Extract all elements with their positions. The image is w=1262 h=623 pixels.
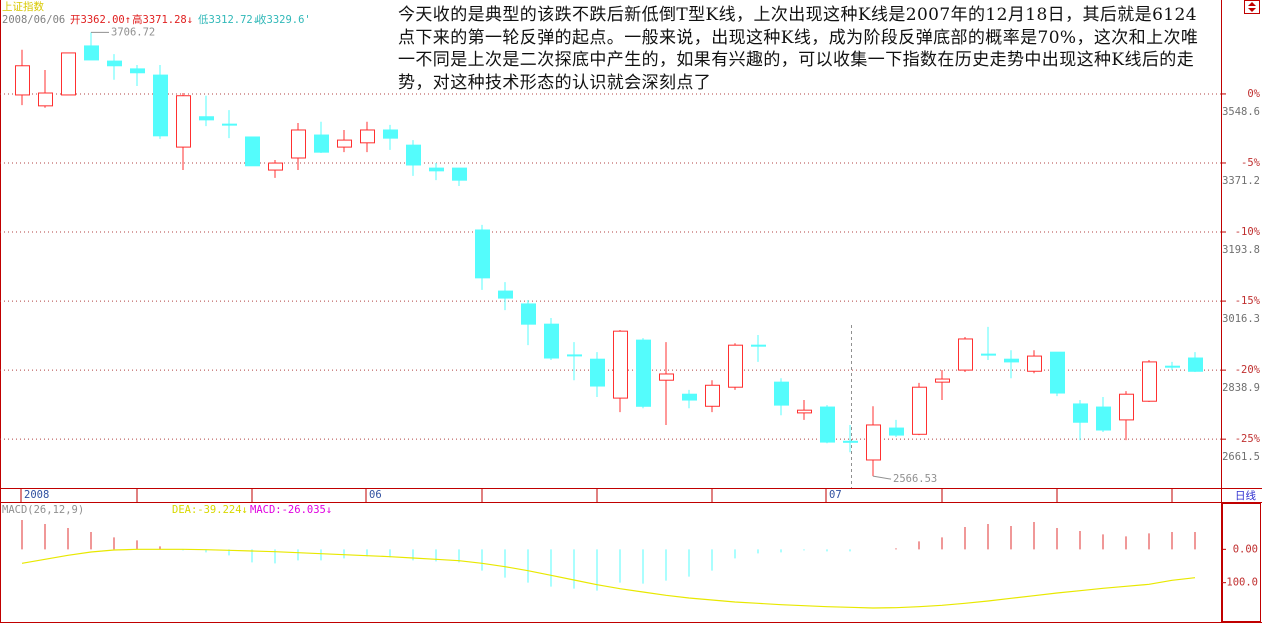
period-button[interactable]: 日线 [1235,489,1257,502]
low-annotation: 2566.53 [893,473,937,485]
candle-body [245,136,260,167]
candle-body [889,427,904,436]
candle-body [291,129,306,159]
candle-body [199,116,214,121]
macd-title: MACD(26,12,9) [2,504,84,516]
candle-body [1119,393,1134,421]
annotation-note: 今天收的是典型的该跌不跌后新低倒T型K线，上次出现这种K线是2007年的12月1… [398,5,1199,93]
candle-body [406,144,421,166]
index-name: 上证指数 [2,0,44,13]
resize-icon[interactable] [1244,0,1260,14]
dea-line [21,548,1196,609]
y-tick-label: 3371.2 [1222,175,1260,187]
info-readout: 2008/06/06 [2,14,65,26]
y-tick-label: 2661.5 [1222,451,1260,463]
candle-body [360,129,375,144]
candle-body [1004,358,1019,363]
y-tick-label: 3548.6 [1222,106,1260,118]
candle-body [452,167,467,181]
candle-body [843,440,858,443]
candle-body [636,339,651,407]
candle-body [84,45,99,61]
candle-body [1188,357,1203,372]
y2-tick-label: -5% [1241,157,1261,169]
candle-body [429,167,444,172]
candle-body [1142,361,1157,402]
y2-tick-label: -15% [1235,295,1261,307]
y-tick-label: 0.00 [1233,543,1258,555]
candle-body [981,353,996,356]
candle-body [498,290,513,299]
candle-body [153,74,168,137]
y-tick-label: 3016.3 [1222,313,1260,325]
candle-body [38,92,53,107]
candle-body [958,338,973,371]
candle-body [521,303,536,325]
high-annotation: 3706.72 [111,26,155,38]
candle-body [1165,365,1180,368]
candle-body [176,95,191,148]
info-readout: 高3371.28↓ [132,13,193,26]
x-tick-label: 2008 [24,489,49,501]
x-tick-label: 07 [829,489,842,501]
candle-body [475,229,490,279]
candle-body [1073,403,1088,423]
candle-body [61,52,76,96]
candle-body [1096,406,1111,431]
macd-readout: DEA:-39.224↓ [172,504,248,516]
y2-tick-label: -25% [1235,433,1261,445]
candle-body [682,393,697,401]
candle-body [797,409,812,414]
candle-body [912,386,927,435]
x-tick-label: 06 [369,489,382,501]
candle-body [935,378,950,383]
candle-body [107,60,122,67]
info-readout: 低3312.72↓ [198,13,259,26]
axis-box [1222,503,1261,622]
low-leader [872,475,892,480]
candle-body [751,344,766,347]
candle-body [567,354,582,357]
candle-body [314,134,329,153]
candle-body [590,358,605,387]
candle-body [728,344,743,388]
candle-body [15,65,30,96]
candle-body [613,330,628,399]
candle-body [774,381,789,406]
macd-readout: MACD:-26.035↓ [250,504,332,516]
y2-tick-label: -10% [1235,226,1261,238]
info-readout: 收3329.6' [256,13,311,26]
y-tick-label: 2838.9 [1222,382,1260,394]
info-readout: 开3362.00↑ [70,14,131,26]
candle-body [820,406,835,443]
candle-body [130,68,145,74]
candle-body [866,424,881,461]
y2-tick-label: -20% [1235,364,1261,376]
candle-body [1027,355,1042,372]
candle-body [383,129,398,139]
candle-body [1050,351,1065,394]
candle-body [544,323,559,359]
candle-body [659,373,674,381]
candle-body [222,123,237,126]
candle-body [268,162,283,171]
y-tick-label: -100.0 [1220,577,1258,589]
candle-body [705,384,720,407]
y-tick-label: 3193.8 [1222,244,1260,256]
y2-tick-label: 0% [1247,88,1260,100]
candle-body [337,139,352,148]
